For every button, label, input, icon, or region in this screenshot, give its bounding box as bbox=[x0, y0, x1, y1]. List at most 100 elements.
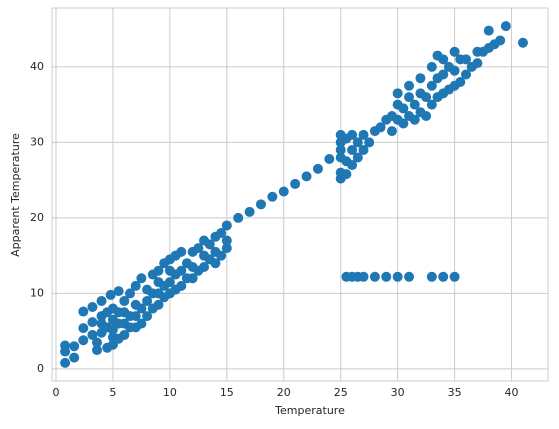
point bbox=[347, 144, 358, 155]
point bbox=[60, 357, 71, 368]
point bbox=[125, 288, 136, 299]
point bbox=[500, 21, 511, 32]
y-tick-label: 40 bbox=[30, 60, 44, 73]
point bbox=[233, 212, 244, 223]
point bbox=[221, 220, 232, 231]
point bbox=[199, 261, 210, 272]
y-tick-label: 10 bbox=[30, 286, 44, 299]
point bbox=[472, 58, 483, 69]
point bbox=[91, 337, 102, 348]
point bbox=[301, 171, 312, 182]
point bbox=[438, 271, 449, 282]
point bbox=[312, 163, 323, 174]
point bbox=[449, 46, 460, 57]
y-tick-label: 20 bbox=[30, 211, 44, 224]
point bbox=[69, 352, 80, 363]
point bbox=[483, 25, 494, 36]
point bbox=[421, 92, 432, 103]
point bbox=[404, 271, 415, 282]
point bbox=[449, 65, 460, 76]
point bbox=[193, 243, 204, 254]
point bbox=[164, 277, 175, 288]
point bbox=[113, 286, 124, 297]
point bbox=[176, 265, 187, 276]
point bbox=[347, 129, 358, 140]
point bbox=[358, 144, 369, 155]
point bbox=[119, 329, 130, 340]
point bbox=[426, 80, 437, 91]
point bbox=[176, 280, 187, 291]
x-tick-label: 10 bbox=[163, 386, 177, 399]
point bbox=[87, 302, 98, 313]
point bbox=[136, 273, 147, 284]
y-tick-label: 30 bbox=[30, 135, 44, 148]
point bbox=[335, 144, 346, 155]
point bbox=[415, 73, 426, 84]
point bbox=[267, 191, 278, 202]
point bbox=[278, 186, 289, 197]
point bbox=[369, 271, 380, 282]
x-tick-label: 30 bbox=[391, 386, 405, 399]
point bbox=[352, 152, 363, 163]
x-tick-label: 20 bbox=[277, 386, 291, 399]
y-tick-label: 0 bbox=[37, 362, 44, 375]
point bbox=[404, 80, 415, 91]
x-axis-label: Temperature bbox=[274, 404, 345, 417]
point bbox=[460, 54, 471, 65]
point bbox=[87, 329, 98, 340]
point bbox=[398, 103, 409, 114]
point bbox=[105, 289, 116, 300]
point bbox=[221, 243, 232, 254]
point bbox=[290, 178, 301, 189]
point bbox=[91, 345, 102, 356]
point bbox=[216, 228, 227, 239]
point bbox=[216, 250, 227, 261]
point bbox=[381, 271, 392, 282]
point bbox=[409, 99, 420, 110]
point bbox=[352, 137, 363, 148]
point bbox=[60, 340, 71, 351]
point bbox=[255, 199, 266, 210]
point bbox=[119, 295, 130, 306]
point bbox=[449, 271, 460, 282]
x-tick-label: 35 bbox=[448, 386, 462, 399]
point bbox=[96, 295, 107, 306]
point bbox=[358, 271, 369, 282]
point bbox=[375, 122, 386, 133]
point bbox=[426, 271, 437, 282]
point bbox=[244, 206, 255, 217]
point bbox=[392, 88, 403, 99]
x-tick-label: 40 bbox=[505, 386, 519, 399]
point bbox=[409, 114, 420, 125]
point bbox=[392, 271, 403, 282]
x-tick-label: 0 bbox=[52, 386, 59, 399]
point bbox=[210, 258, 221, 269]
point bbox=[130, 280, 141, 291]
point bbox=[341, 169, 352, 180]
x-tick-label: 5 bbox=[109, 386, 116, 399]
point bbox=[426, 61, 437, 72]
y-axis-label: Apparent Temperature bbox=[9, 133, 22, 257]
point bbox=[398, 118, 409, 129]
point bbox=[187, 273, 198, 284]
point bbox=[136, 303, 147, 314]
point bbox=[78, 306, 89, 317]
point bbox=[358, 129, 369, 140]
point bbox=[142, 295, 153, 306]
point bbox=[142, 311, 153, 322]
point bbox=[404, 92, 415, 103]
point bbox=[78, 323, 89, 334]
point bbox=[136, 318, 147, 329]
point bbox=[221, 235, 232, 246]
point bbox=[438, 69, 449, 80]
point bbox=[153, 265, 164, 276]
point bbox=[69, 341, 80, 352]
point bbox=[347, 160, 358, 171]
point bbox=[421, 110, 432, 121]
x-tick-label: 15 bbox=[220, 386, 234, 399]
point bbox=[364, 137, 375, 148]
point bbox=[324, 154, 335, 165]
point bbox=[517, 37, 528, 48]
point bbox=[204, 239, 215, 250]
point bbox=[87, 317, 98, 328]
